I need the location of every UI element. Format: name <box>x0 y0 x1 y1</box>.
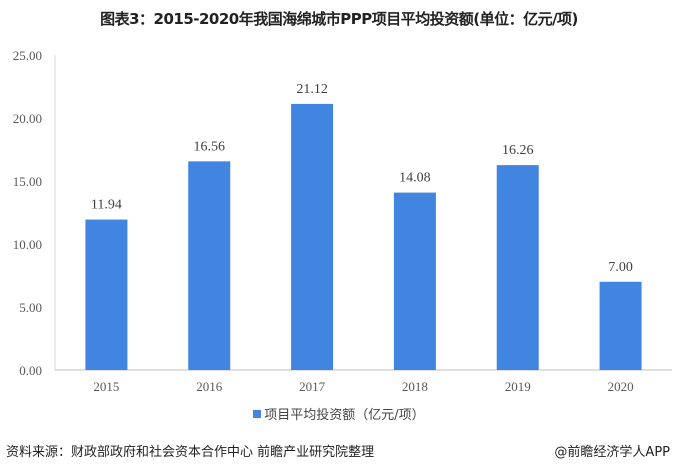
x-tick-label: 2020 <box>608 379 634 394</box>
data-label: 14.08 <box>399 171 431 186</box>
source-note: 资料来源：财政部政府和社会资本合作中心 前瞻产业研究院整理 <box>6 445 375 460</box>
bar-2016 <box>188 161 231 370</box>
data-label: 16.26 <box>502 143 534 158</box>
chart-title: 图表3：2015-2020年我国海绵城市PPP项目平均投资额(单位：亿元/项) <box>100 10 578 28</box>
y-tick-label: 25.00 <box>13 48 42 63</box>
y-tick-label: 0.00 <box>19 363 42 378</box>
x-tick-label: 2017 <box>299 379 326 394</box>
x-tick-label: 2016 <box>196 379 223 394</box>
y-tick-label: 5.00 <box>19 300 42 315</box>
y-tick-label: 10.00 <box>13 237 42 252</box>
y-tick-label: 20.00 <box>13 111 42 126</box>
data-label: 11.94 <box>91 198 122 213</box>
bar-2018 <box>393 192 436 370</box>
bar-2017 <box>291 103 334 370</box>
x-tick-label: 2019 <box>505 379 531 394</box>
x-tick-label: 2015 <box>93 379 119 394</box>
data-label: 16.56 <box>194 139 226 154</box>
y-tick-label: 15.00 <box>13 174 42 189</box>
bar-2015 <box>85 219 128 370</box>
data-label: 21.12 <box>296 82 328 97</box>
bar-2019 <box>496 165 539 370</box>
legend: 项目平均投资额（亿元/项） <box>0 404 678 423</box>
data-label: 7.00 <box>608 260 633 275</box>
bar-2020 <box>599 281 642 370</box>
legend-swatch <box>253 410 262 418</box>
legend-label: 项目平均投资额（亿元/项） <box>264 408 425 423</box>
brand-credit: @前瞻经济学人APP <box>554 445 670 460</box>
bar-chart: 0.00 5.00 10.00 15.00 20.00 25.00 11.94 2015 16.… <box>13 48 672 394</box>
x-tick-label: 2018 <box>402 379 428 394</box>
